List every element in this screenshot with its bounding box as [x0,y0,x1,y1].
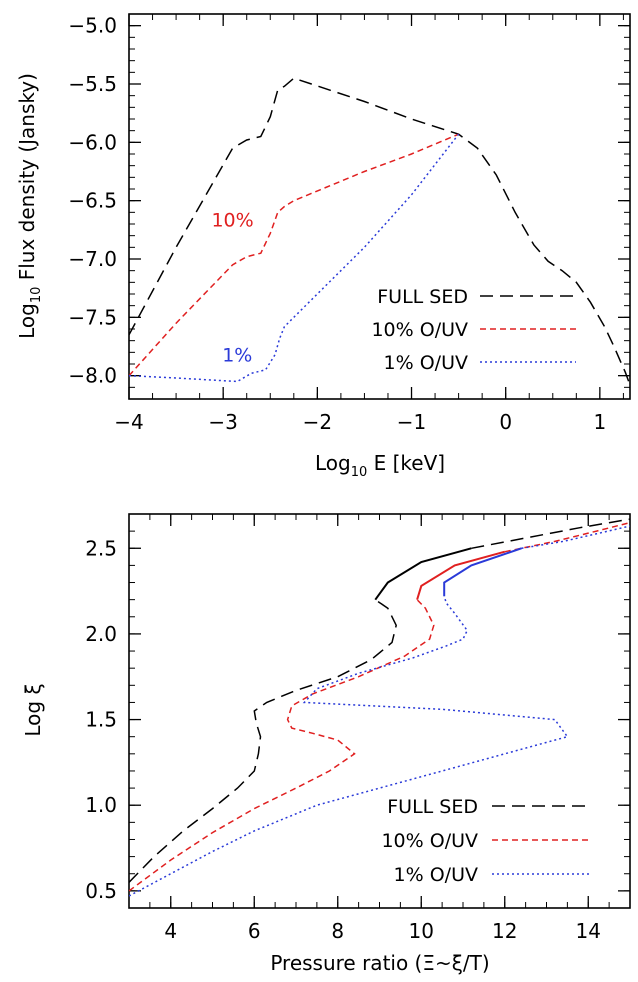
top-series-1-o-uv [129,133,460,383]
bottom-x-axis-title: Pressure ratio (Ξ~ξ/T) [270,951,489,975]
bottom-series-10-o-uv-solid [416,550,506,600]
top-x-tick-label: −2 [303,410,332,434]
top-series [129,77,630,386]
top-series-full-sed [129,77,630,386]
bottom-y-axis-title: Log ξ [21,683,45,736]
top-x-tick-label: 1 [593,410,606,434]
bottom-x-tick-label: 14 [576,919,601,943]
bottom-y-tick-label: 0.5 [85,879,117,903]
top-y-tick-label: −8.0 [68,364,117,388]
top-legend: FULL SED 10% O/UV 1% O/UV [371,286,576,374]
top-x-axis-title: Log10 E [keV] [315,451,445,480]
bottom-x-tick-label: 12 [492,919,517,943]
top-y-tick-label: −7.0 [68,247,117,271]
ionization-pressure-chart: 4 6 8 10 12 14 0.5 1.0 1.5 2.0 2.5 FULL SED 10% O/U… [21,513,631,975]
bottom-legend: FULL SED 10% O/UV 1% O/UV [381,796,590,886]
top-ticks: −4 −3 −2 −1 0 1 −8.0 −7.5 −7.0 −6.5 −6.0 −5.5 −5.0 [68,13,630,434]
bottom-series [129,518,630,897]
bottom-y-tick-label: 1.0 [85,793,117,817]
top-y-tick-label: −5.0 [68,14,117,38]
bottom-series-full-sed-upper [471,518,630,550]
bottom-x-tick-label: 8 [331,919,344,943]
flux-density-chart: −4 −3 −2 −1 0 1 −8.0 −7.5 −7.0 −6.5 −6.0 −5.5 −5.0 1… [15,13,631,480]
bottom-x-tick-label: 4 [164,919,177,943]
bottom-series-1-o-uv-solid [443,547,522,597]
bottom-series-1-o-uv [129,595,569,897]
top-annotations: 10% 1% [211,209,253,366]
bottom-plot-frame [128,513,631,909]
bottom-series-10-o-uv-upper [504,521,630,553]
legend-label: 1% O/UV [394,864,478,886]
bottom-series-full-sed [129,599,397,883]
top-y-tick-label: −6.0 [68,130,117,154]
top-x-tick-label: −3 [208,410,237,434]
bottom-ticks: 4 6 8 10 12 14 0.5 1.0 1.5 2.0 2.5 [85,513,631,943]
top-y-tick-label: −7.5 [68,305,117,329]
legend-label: FULL SED [387,796,478,818]
top-plot-frame [128,13,631,400]
top-y-tick-label: −6.5 [68,189,117,213]
annotation-label: 10% [211,209,253,231]
top-x-tick-label: −4 [114,410,143,434]
top-y-axis-title: Log10 Flux density (Jansky) [15,73,44,339]
bottom-y-tick-label: 1.5 [85,708,117,732]
legend-label: 10% O/UV [371,319,468,341]
legend-label: FULL SED [377,286,468,308]
annotation-label: 1% [222,345,252,367]
bottom-series-10-o-uv [129,599,435,892]
legend-label: 10% O/UV [381,830,478,852]
bottom-y-tick-label: 2.5 [85,536,117,560]
bottom-x-tick-label: 6 [248,919,261,943]
bottom-x-tick-label: 10 [409,919,434,943]
top-x-tick-label: −1 [397,410,426,434]
top-x-tick-label: 0 [499,410,512,434]
legend-label: 1% O/UV [384,352,468,374]
top-y-tick-label: −5.5 [68,72,117,96]
bottom-series-1-o-uv-upper [521,525,630,550]
bottom-series-full-sed-solid [374,547,472,601]
bottom-y-tick-label: 2.0 [85,622,117,646]
top-series-10-o-uv [129,133,459,377]
